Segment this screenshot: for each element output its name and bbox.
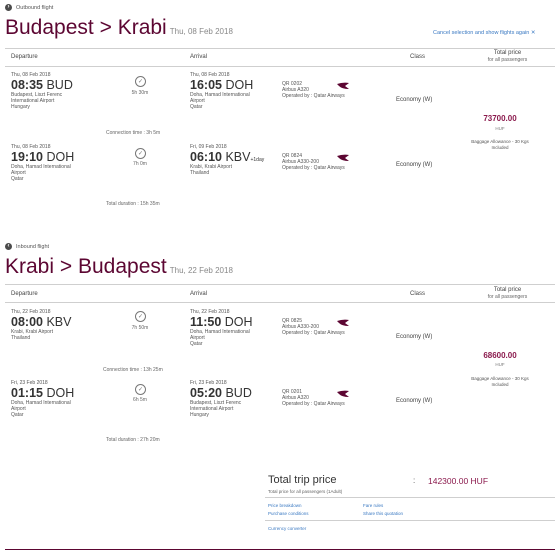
leg-departure: Thu, 08 Feb 2018 08:35 BUD Budapest, Lis… <box>11 72 73 110</box>
col-total-price: Total price <box>493 50 522 56</box>
close-icon: ✕ <box>530 30 536 36</box>
leg-arrival: Fri, 09 Feb 2018 06:10 KBV+1day Krabi, K… <box>190 144 265 176</box>
col-departure: Departure <box>11 291 38 297</box>
total-duration: Total duration : 27h 20m <box>106 437 160 443</box>
fare-rules-link[interactable]: Fare rules <box>363 503 384 508</box>
total-trip-title: Total trip price <box>268 474 337 486</box>
leg-departure: Thu, 08 Feb 2018 19:10 DOH Doha, Hamad I… <box>11 144 75 182</box>
col-arrival: Arrival <box>190 291 208 297</box>
flight-info: QR 0202 Airbus A320 Operated by : Qatar … <box>282 81 345 99</box>
leg-arrival: Thu, 22 Feb 2018 11:50 DOH Doha, Hamad I… <box>190 309 253 347</box>
purchase-conditions-link[interactable]: Purchase conditions <box>268 511 309 516</box>
cancel-selection-link[interactable]: Cancel selection and show flights again … <box>433 30 536 36</box>
leg-departure: Thu, 22 Feb 2018 08:00 KBV Krabi, Krabi … <box>11 309 72 341</box>
col-arrival: Arrival <box>190 54 208 60</box>
total-trip-sub: Total price for all passengers (1Adult) <box>268 489 343 494</box>
flight-info: QR 0201 Airbus A320 Operated by : Qatar … <box>282 389 345 407</box>
clock-icon: ✓ <box>135 384 146 395</box>
divider <box>265 520 555 521</box>
outbound-price: 73700.00 <box>483 114 517 123</box>
inbound-currency: HUF <box>495 362 505 367</box>
baggage-allowance: Baggage Allowance - 30 Kgs Included <box>471 139 529 150</box>
inbound-price: 68600.00 <box>483 351 517 360</box>
col-departure: Departure <box>11 54 38 60</box>
leg-duration: 7h 50m <box>131 325 149 331</box>
col-total-price: Total price <box>493 287 522 293</box>
airline-logo-icon <box>337 319 349 326</box>
flight-info: QR 0825 Airbus A330-200 Operated by : Qa… <box>282 318 345 336</box>
total-colon: : <box>413 476 416 485</box>
divider <box>5 66 555 67</box>
col-class: Class <box>410 54 426 60</box>
divider <box>5 48 555 49</box>
inbound-route-title: Krabi > Budapest Thu, 22 Feb 2018 <box>5 255 233 278</box>
col-class: Class <box>410 291 426 297</box>
col-total-sub: for all passengers <box>487 294 528 300</box>
divider <box>265 497 555 498</box>
inbound-date: Thu, 22 Feb 2018 <box>169 266 233 275</box>
connection-time: Connection time : 3h 5m <box>106 130 161 136</box>
baggage-allowance: Baggage Allowance - 30 Kgs Included <box>471 376 529 387</box>
inbound-label: ‹ Inbound flight <box>5 243 49 250</box>
col-total-sub: for all passengers <box>487 57 528 63</box>
outbound-currency: HUF <box>495 126 505 131</box>
outbound-label: › Outbound flight <box>5 4 53 11</box>
clock-icon: ✓ <box>135 311 146 322</box>
price-breakdown-link[interactable]: Price breakdown <box>268 503 302 508</box>
currency-converter-link[interactable]: Currency converter <box>268 526 307 531</box>
leg-arrival: Fri, 23 Feb 2018 05:20 BUD Budapest, Lis… <box>190 380 252 418</box>
leg-class: Economy (W) <box>396 334 433 340</box>
leg-departure: Fri, 23 Feb 2018 01:15 DOH Doha, Hamad I… <box>11 380 75 418</box>
leg-arrival: Thu, 08 Feb 2018 16:05 DOH Doha, Hamad I… <box>190 72 254 110</box>
outbound-route-title: Budapest > Krabi Thu, 08 Feb 2018 <box>5 16 233 39</box>
total-trip-value: 142300.00 HUF <box>428 476 489 486</box>
divider <box>5 302 555 303</box>
airline-logo-icon <box>337 390 349 397</box>
leg-duration: 5h 30m <box>131 90 149 96</box>
share-quotation-link[interactable]: Share this quotation <box>363 511 404 516</box>
leg-duration: 7h 0m <box>133 161 147 167</box>
clock-icon: ✓ <box>135 76 146 87</box>
footer-divider <box>5 549 555 550</box>
leg-duration: 6h 5m <box>133 397 147 403</box>
arrow-left-icon: ‹ <box>5 243 12 250</box>
leg-class: Economy (W) <box>396 162 433 168</box>
flight-info: QR 0824 Airbus A330-200 Operated by : Qa… <box>282 153 345 171</box>
connection-time: Connection time : 13h 25m <box>103 367 163 373</box>
arrow-right-icon: › <box>5 4 12 11</box>
outbound-date: Thu, 08 Feb 2018 <box>169 27 233 36</box>
leg-class: Economy (W) <box>396 97 433 103</box>
total-duration: Total duration : 15h 35m <box>106 201 160 207</box>
leg-class: Economy (W) <box>396 398 433 404</box>
airline-logo-icon <box>337 82 349 89</box>
airline-logo-icon <box>337 154 349 161</box>
clock-icon: ✓ <box>135 148 146 159</box>
divider <box>5 284 555 285</box>
